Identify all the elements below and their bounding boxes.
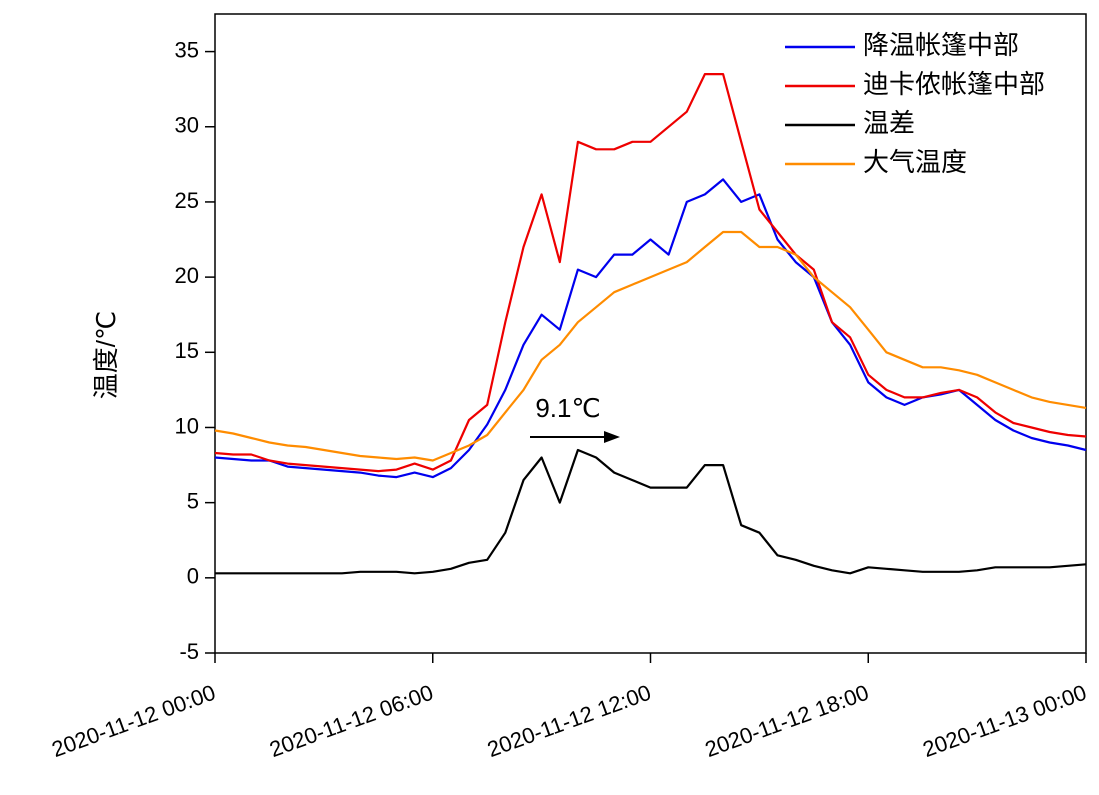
y-tick-label: 5 (187, 488, 199, 513)
y-axis-label: 温度/℃ (91, 311, 121, 399)
legend-label: 大气温度 (863, 147, 967, 177)
plot-frame (214, 13, 1087, 654)
x-tick-label: 2020-11-12 06:00 (266, 680, 436, 762)
y-tick-label: 25 (175, 188, 199, 213)
y-tick-label: 30 (175, 113, 199, 138)
legend-label: 温差 (863, 108, 915, 138)
y-tick-label: 0 (187, 564, 199, 589)
legend-label: 迪卡侬帐篷中部 (863, 69, 1045, 99)
legend-label: 降温帐篷中部 (863, 30, 1019, 60)
x-tick-label: 2020-11-12 12:00 (484, 680, 654, 762)
annotation-arrowhead (604, 431, 620, 443)
x-tick-label: 2020-11-12 00:00 (48, 680, 218, 762)
y-tick-label: 10 (175, 413, 199, 438)
x-tick-label: 2020-11-13 00:00 (919, 680, 1089, 762)
series-line (215, 448, 1087, 575)
y-tick-label: 15 (175, 338, 199, 363)
series-line (214, 72, 1087, 473)
series-line (214, 230, 1087, 462)
annotation: 9.1℃ (535, 393, 600, 423)
x-tick-label: 2020-11-12 18:00 (702, 680, 872, 762)
y-tick-label: 35 (175, 37, 199, 62)
y-tick-label: -5 (179, 639, 199, 664)
y-tick-label: 20 (175, 263, 199, 288)
series-line (214, 178, 1087, 479)
